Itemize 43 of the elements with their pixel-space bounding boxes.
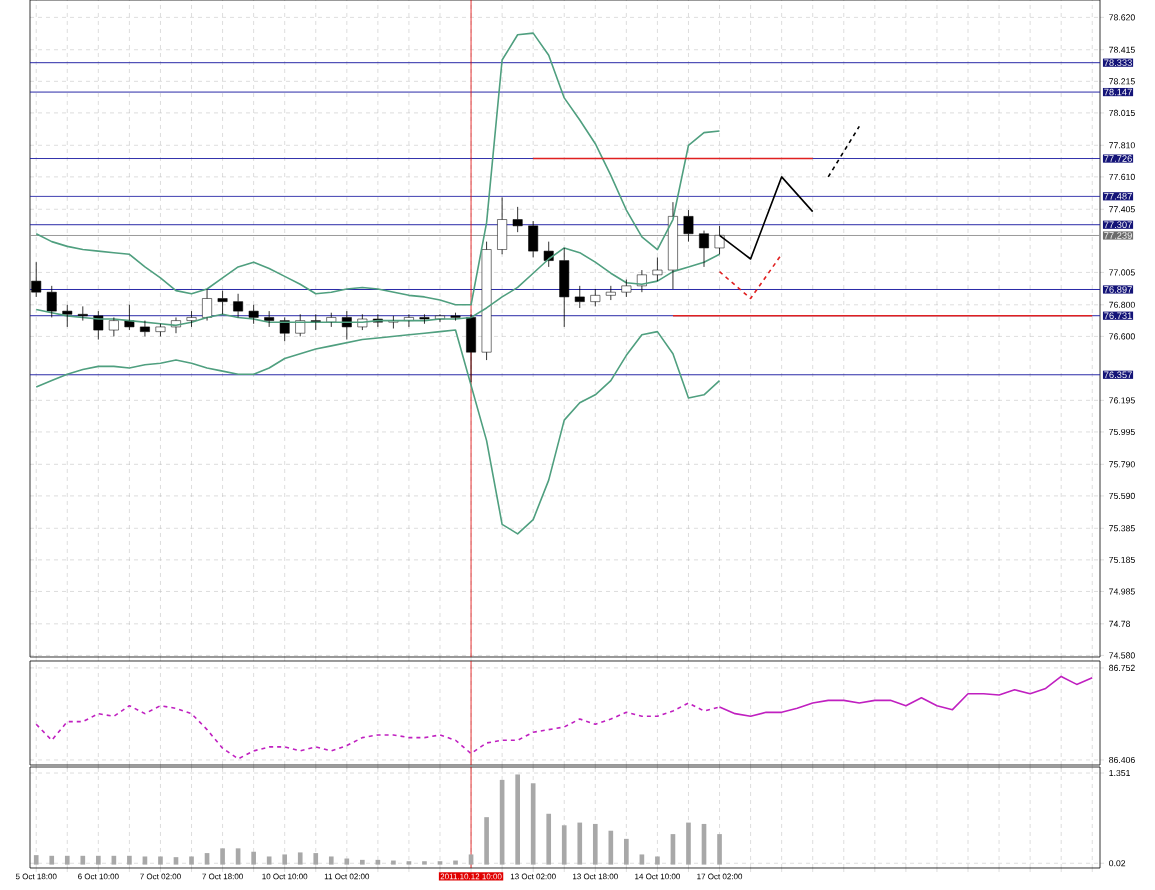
- y-tick-label: 75.185: [1109, 556, 1135, 563]
- y-tick-label: 78.015: [1109, 109, 1135, 116]
- y-tick-label: 0.02: [1109, 860, 1126, 867]
- x-tick-label: 10 Oct 10:00: [262, 873, 308, 880]
- y-tick-label: 74.78: [1109, 620, 1131, 627]
- y-tick-label: 78.215: [1109, 78, 1135, 85]
- y-tick-label: 74.985: [1109, 588, 1135, 595]
- x-tick-label: 11 Oct 02:00: [324, 873, 370, 880]
- y-tick-label: 76.800: [1109, 301, 1135, 308]
- y-tick-label: 77.005: [1109, 269, 1135, 276]
- ref-line-label: 76.897: [1104, 286, 1132, 293]
- y-tick-label: 75.790: [1109, 461, 1135, 468]
- ref-line-label: 77.239: [1104, 232, 1132, 239]
- y-tick-label: 86.752: [1109, 664, 1135, 671]
- y-tick-label: 1.351: [1109, 769, 1130, 777]
- y-tick-label: 75.385: [1109, 525, 1135, 532]
- y-tick-label: 74.580: [1109, 652, 1135, 659]
- x-tick-label: 13 Oct 02:00: [510, 873, 556, 880]
- y-tick-label: 86.406: [1109, 756, 1135, 764]
- y-tick-label: 77.810: [1109, 142, 1135, 149]
- y-tick-label: 75.590: [1109, 492, 1135, 499]
- ref-line-label: 77.726: [1104, 155, 1132, 162]
- y-tick-label: 77.405: [1109, 206, 1135, 213]
- ref-line-label: 77.307: [1104, 221, 1132, 229]
- x-tick-label: 5 Oct 18:00: [15, 873, 57, 880]
- ref-line-label: 76.357: [1104, 371, 1132, 379]
- x-tick-label: 13 Oct 18:00: [573, 873, 618, 880]
- x-tick-label: 6 Oct 10:00: [78, 873, 119, 880]
- ref-line-label: 78.333: [1104, 59, 1132, 66]
- x-tick-label: 17 Oct 02:00: [697, 873, 743, 880]
- ref-line-label: 76.731: [1104, 312, 1132, 319]
- x-tick-label: 7 Oct 18:00: [202, 873, 243, 880]
- x-tick-label: 7 Oct 02:00: [140, 873, 181, 880]
- y-tick-label: 76.600: [1109, 333, 1135, 340]
- y-tick-label: 77.610: [1109, 173, 1135, 180]
- y-tick-label: 75.995: [1109, 428, 1135, 436]
- ref-line-label: 77.487: [1104, 193, 1132, 200]
- x-tick-label: 14 Oct 10:00: [635, 873, 680, 880]
- y-tick-label: 78.415: [1109, 46, 1135, 53]
- x-tick-label: 2011.10.12 10:00: [440, 873, 502, 880]
- ref-line-label: 78.147: [1104, 88, 1132, 96]
- y-tick-label: 76.195: [1109, 397, 1135, 404]
- y-tick-label: 78.620: [1109, 14, 1135, 21]
